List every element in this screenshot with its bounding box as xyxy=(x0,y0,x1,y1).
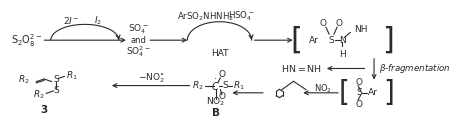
Text: Ar: Ar xyxy=(368,88,378,97)
Text: O: O xyxy=(336,19,343,28)
Text: $\mathsf{NO_2}$: $\mathsf{NO_2}$ xyxy=(206,95,226,108)
Text: $\mathsf{S_2O_8^{2-}}$: $\mathsf{S_2O_8^{2-}}$ xyxy=(11,32,42,49)
Text: $\mathit{R_1}$: $\mathit{R_1}$ xyxy=(233,79,245,92)
Text: $\mathit{R_2}$: $\mathit{R_2}$ xyxy=(18,73,30,86)
Text: O: O xyxy=(219,70,225,79)
Text: NH: NH xyxy=(354,25,368,34)
Text: $\mathsf{HSO_4^-}$: $\mathsf{HSO_4^-}$ xyxy=(228,10,254,23)
Text: $\mathsf{-NO_2^{\bullet}}$: $\mathsf{-NO_2^{\bullet}}$ xyxy=(137,72,164,85)
Text: $\mathit{R_1}$: $\mathit{R_1}$ xyxy=(66,69,78,82)
Text: $\mathsf{NO_2}$: $\mathsf{NO_2}$ xyxy=(314,82,332,95)
Text: Ar: Ar xyxy=(310,36,319,45)
Text: [: [ xyxy=(291,26,302,55)
Text: ]: ] xyxy=(383,26,394,55)
Text: $\mathsf{SO_4^{2-}}$: $\mathsf{SO_4^{2-}}$ xyxy=(126,45,151,59)
Text: O: O xyxy=(356,78,363,87)
Text: O: O xyxy=(219,92,225,101)
Text: H: H xyxy=(339,50,346,59)
Text: $\mathit{R_2}$: $\mathit{R_2}$ xyxy=(192,79,204,92)
Text: O: O xyxy=(356,100,363,109)
Text: N: N xyxy=(339,36,346,45)
Text: $2I^{-}$: $2I^{-}$ xyxy=(63,15,79,26)
Text: S: S xyxy=(223,81,228,90)
Text: S: S xyxy=(356,88,362,97)
Text: O: O xyxy=(320,19,327,28)
Text: $\mathsf{ArSO_2NHNH_2}$: $\mathsf{ArSO_2NHNH_2}$ xyxy=(177,10,234,23)
Text: and: and xyxy=(130,36,146,45)
Text: 3: 3 xyxy=(41,105,48,115)
Text: $\dot{C}$: $\dot{C}$ xyxy=(211,78,220,93)
Text: S: S xyxy=(53,75,59,84)
Text: B: B xyxy=(212,108,220,118)
Text: $I_2$: $I_2$ xyxy=(94,14,102,27)
Text: HAT: HAT xyxy=(211,49,228,58)
Text: $\beta$-fragmentation: $\beta$-fragmentation xyxy=(379,62,450,75)
Text: S: S xyxy=(53,86,59,95)
Text: S: S xyxy=(328,36,334,45)
Text: $\mathsf{HN{=}NH}$: $\mathsf{HN{=}NH}$ xyxy=(281,63,322,74)
Text: $\mathsf{SO_4^-}$: $\mathsf{SO_4^-}$ xyxy=(128,23,148,36)
Text: $\mathit{R_2}$: $\mathit{R_2}$ xyxy=(33,89,45,101)
Text: [: [ xyxy=(338,79,349,107)
Text: ]: ] xyxy=(383,79,394,107)
